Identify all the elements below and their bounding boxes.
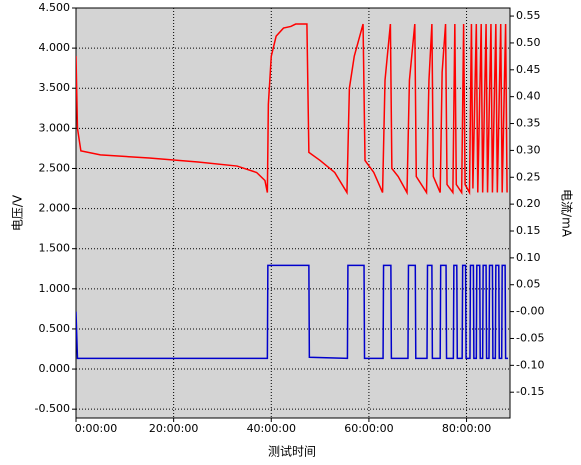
y-tick-label: 0.500 bbox=[39, 322, 71, 335]
y2-tick-label: -0.05 bbox=[516, 331, 544, 344]
y-tick-label: 2.500 bbox=[39, 161, 71, 174]
y-tick-label: -0.500 bbox=[35, 402, 70, 415]
y2-axis-label: 电流/mA bbox=[560, 189, 574, 238]
y-tick-label: 2.000 bbox=[39, 202, 71, 215]
y-tick-label: 3.500 bbox=[39, 81, 71, 94]
y2-tick-label: 0.50 bbox=[516, 36, 541, 49]
y-tick-label: 3.000 bbox=[39, 121, 71, 134]
data-line bbox=[76, 23, 508, 196]
y2-tick-label: -0.15 bbox=[516, 385, 544, 398]
y2-tick-label: 0.15 bbox=[516, 224, 541, 237]
data-line bbox=[76, 264, 509, 360]
y2-tick-label: 0.40 bbox=[516, 90, 541, 103]
y-tick-label: 1.000 bbox=[39, 282, 71, 295]
y-axis-label: 电压/V bbox=[11, 194, 25, 231]
x-tick-label: 0:00:00 bbox=[75, 422, 117, 435]
y-tick-label: 4.000 bbox=[39, 41, 71, 54]
y-tick-label: 4.500 bbox=[39, 1, 71, 14]
x-tick-label: 40:00:00 bbox=[247, 422, 296, 435]
y2-tick-label: 0.20 bbox=[516, 197, 541, 210]
x-tick-label: 80:00:00 bbox=[442, 422, 491, 435]
y2-tick-label: -0.10 bbox=[516, 358, 544, 371]
y2-tick-label: 0.05 bbox=[516, 278, 541, 291]
y2-tick-label: 0.10 bbox=[516, 251, 541, 264]
plot-area bbox=[75, 7, 511, 419]
y2-tick-label: 0.25 bbox=[516, 170, 541, 183]
y2-tick-label: 0.35 bbox=[516, 117, 541, 130]
y2-tick-label: 0.30 bbox=[516, 143, 541, 156]
x-axis-label: 测试时间 bbox=[268, 444, 316, 459]
y2-tick-label: 0.55 bbox=[516, 9, 541, 22]
y-tick-label: 1.500 bbox=[39, 242, 71, 255]
x-tick-label: 20:00:00 bbox=[149, 422, 198, 435]
y2-tick-label: -0.00 bbox=[516, 305, 544, 318]
y-tick-label: 0.000 bbox=[39, 362, 71, 375]
x-tick-label: 60:00:00 bbox=[344, 422, 393, 435]
y2-tick-label: 0.45 bbox=[516, 63, 541, 76]
